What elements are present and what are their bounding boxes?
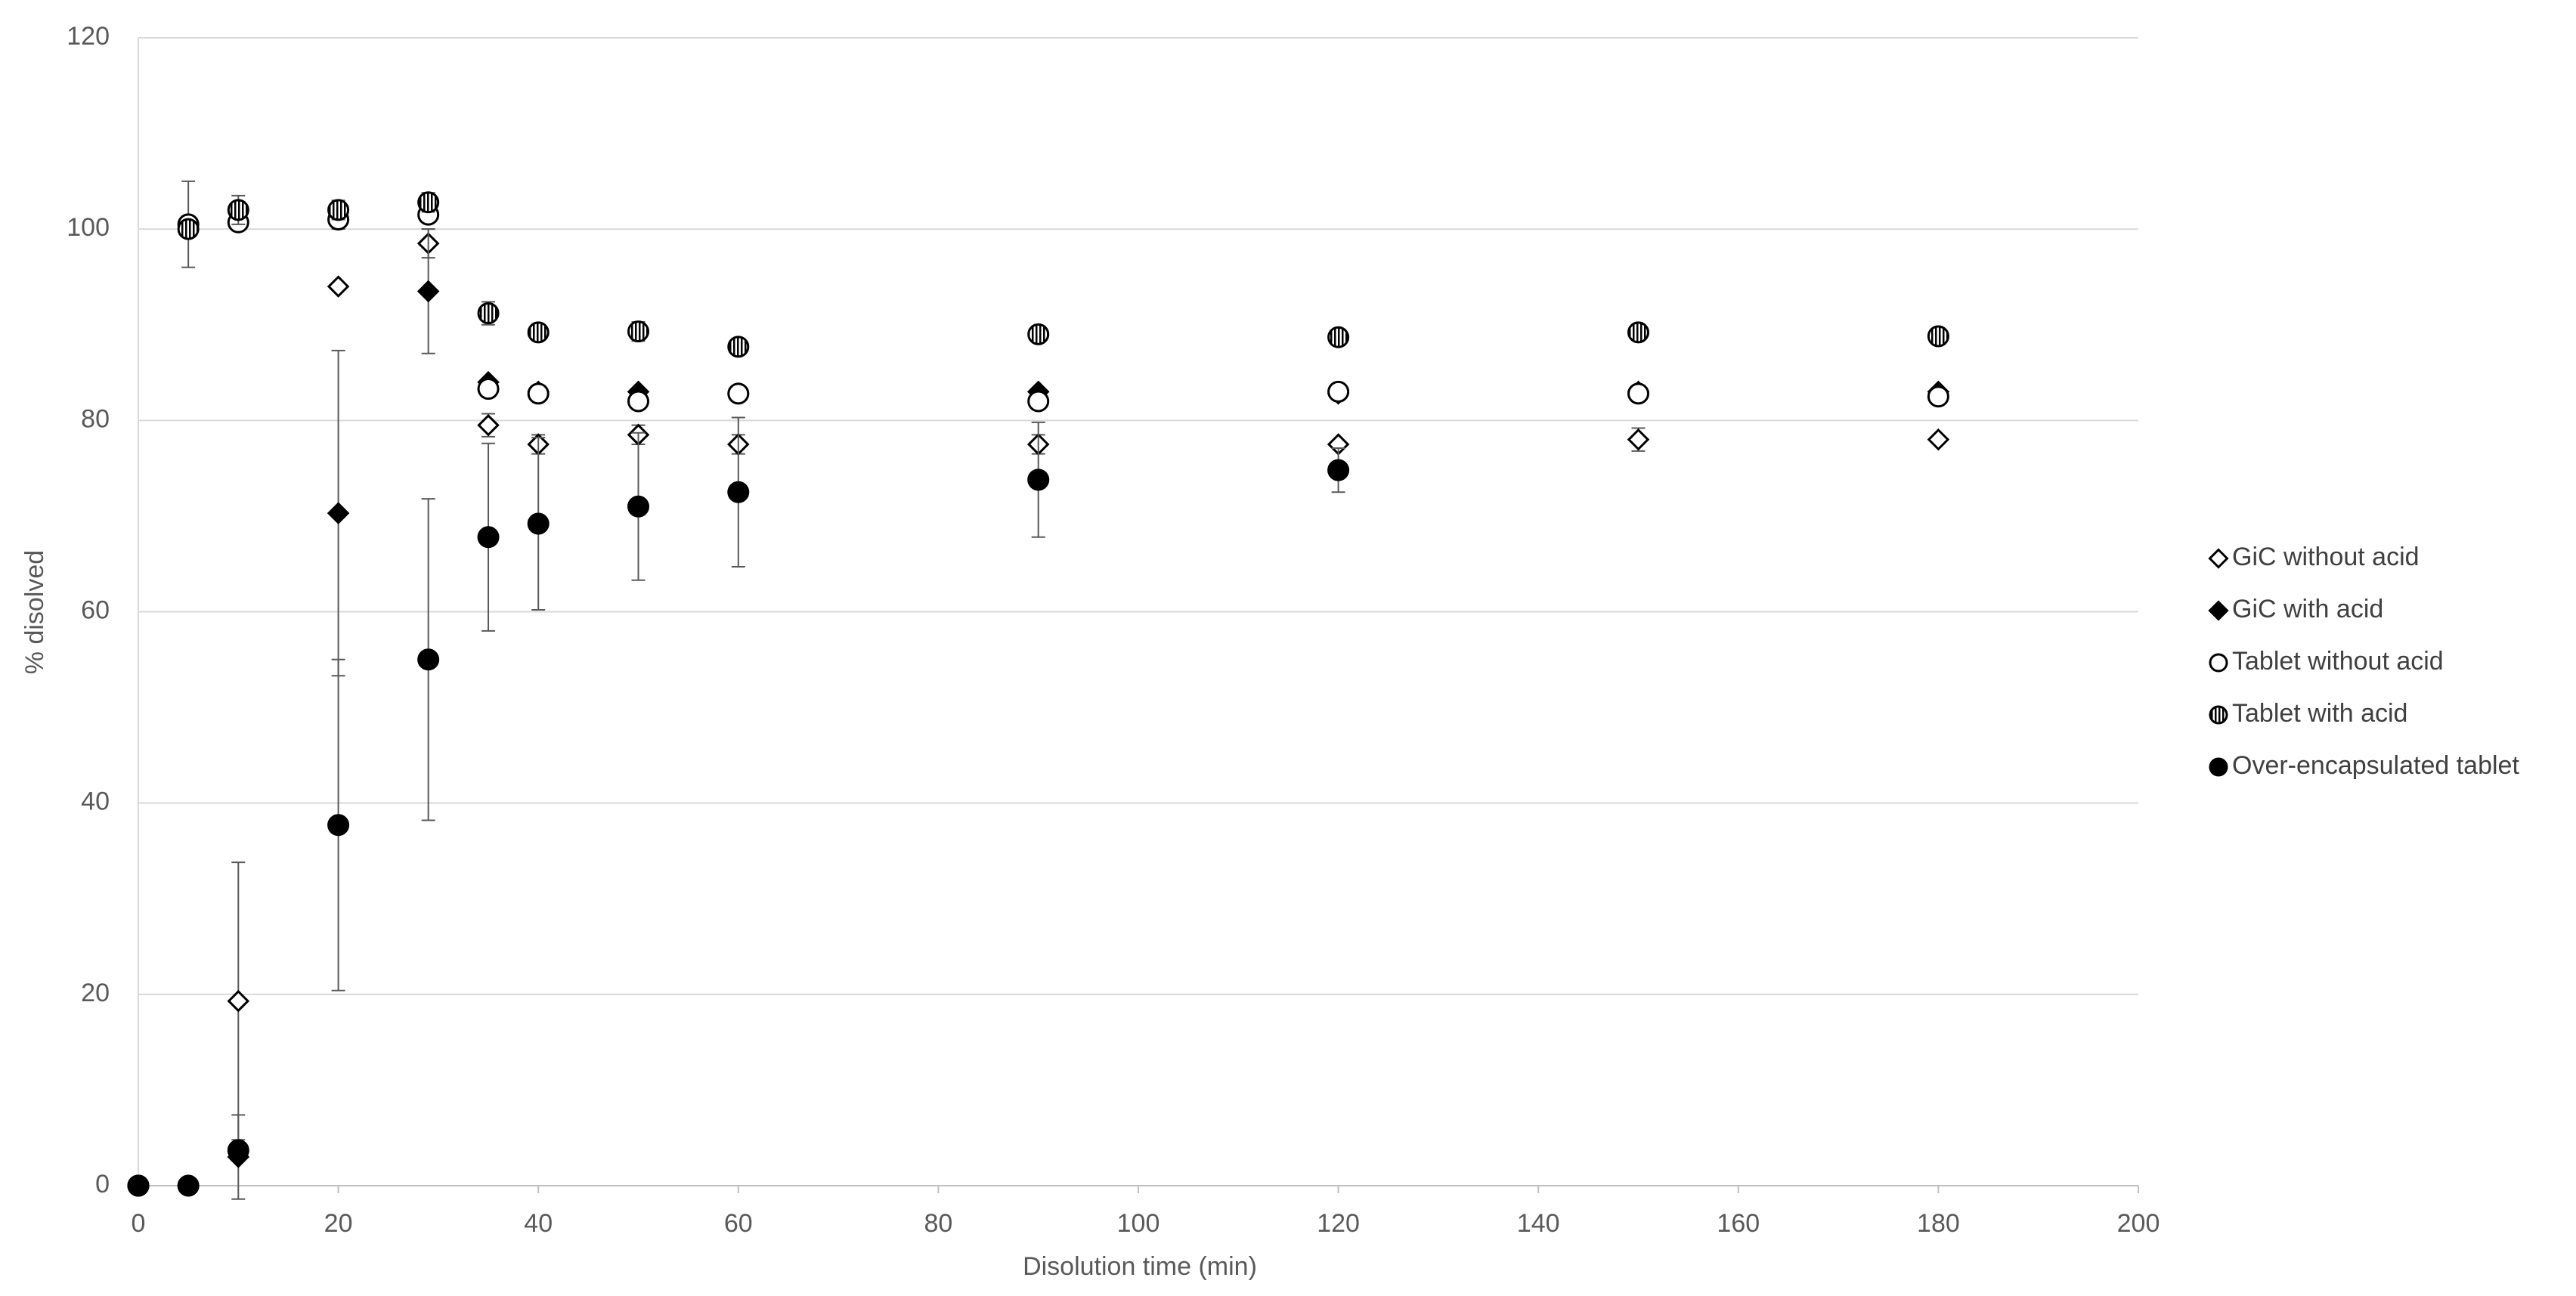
x-tick-label: 120 xyxy=(1317,1209,1360,1238)
point xyxy=(1627,382,1649,405)
point xyxy=(127,1174,150,1197)
point xyxy=(327,275,350,298)
x-tick-label: 0 xyxy=(132,1209,146,1238)
legend-marker xyxy=(2208,548,2229,569)
point xyxy=(1927,325,1949,348)
x-tick-label: 80 xyxy=(924,1209,952,1238)
x-axis-title: Disolution time (min) xyxy=(1023,1252,1257,1281)
point xyxy=(1927,428,1950,451)
point xyxy=(327,199,350,221)
point xyxy=(627,390,649,413)
point xyxy=(1627,321,1649,344)
legend-marker xyxy=(2209,705,2228,725)
legend-marker xyxy=(2209,757,2228,777)
legend-label: GiC without acid xyxy=(2232,543,2420,571)
legend-label: Tablet with acid xyxy=(2232,699,2407,728)
point xyxy=(327,502,350,524)
point xyxy=(417,191,440,214)
point xyxy=(1327,326,1350,348)
y-tick-label: 120 xyxy=(67,22,110,51)
y-tick-label: 100 xyxy=(67,213,110,242)
point xyxy=(177,218,200,240)
x-tick-label: 40 xyxy=(524,1209,553,1238)
point xyxy=(177,1174,200,1197)
point xyxy=(1927,385,1949,408)
point xyxy=(527,321,550,344)
x-tick-label: 160 xyxy=(1717,1209,1760,1238)
x-tick-label: 20 xyxy=(324,1209,353,1238)
point xyxy=(477,413,500,437)
point xyxy=(477,302,500,325)
point xyxy=(1027,390,1050,413)
point xyxy=(627,495,649,518)
y-tick-label: 60 xyxy=(81,595,110,624)
point xyxy=(627,320,649,343)
x-tick-label: 180 xyxy=(1917,1209,1960,1238)
y-tick-label: 0 xyxy=(95,1170,110,1199)
legend-label: GiC with acid xyxy=(2232,595,2383,623)
point xyxy=(1627,428,1650,451)
legend-label: Tablet without acid xyxy=(2232,647,2444,676)
point xyxy=(227,989,250,1013)
legend-marker xyxy=(2208,600,2229,621)
point xyxy=(227,199,249,221)
point xyxy=(477,526,500,549)
x-tick-label: 140 xyxy=(1517,1209,1560,1238)
point xyxy=(727,382,750,405)
point xyxy=(1327,380,1350,403)
y-tick-label: 20 xyxy=(81,979,110,1007)
point xyxy=(527,382,550,405)
point xyxy=(417,648,440,671)
point xyxy=(416,280,440,303)
point xyxy=(1327,459,1350,481)
point xyxy=(477,378,500,401)
x-tick-label: 60 xyxy=(724,1209,753,1238)
x-tick-label: 200 xyxy=(2117,1209,2160,1238)
point xyxy=(1027,323,1050,345)
point xyxy=(1027,469,1050,491)
point xyxy=(727,481,750,503)
y-tick-label: 80 xyxy=(81,404,110,433)
legend-marker xyxy=(2209,653,2228,673)
point xyxy=(527,512,550,535)
point xyxy=(227,1139,249,1161)
point xyxy=(327,814,350,837)
x-tick-label: 100 xyxy=(1117,1209,1160,1238)
y-axis-title: % disolved xyxy=(20,550,49,674)
legend-label: Over-encapsulated tablet xyxy=(2232,751,2519,780)
y-tick-label: 40 xyxy=(81,787,110,816)
point xyxy=(727,336,750,358)
